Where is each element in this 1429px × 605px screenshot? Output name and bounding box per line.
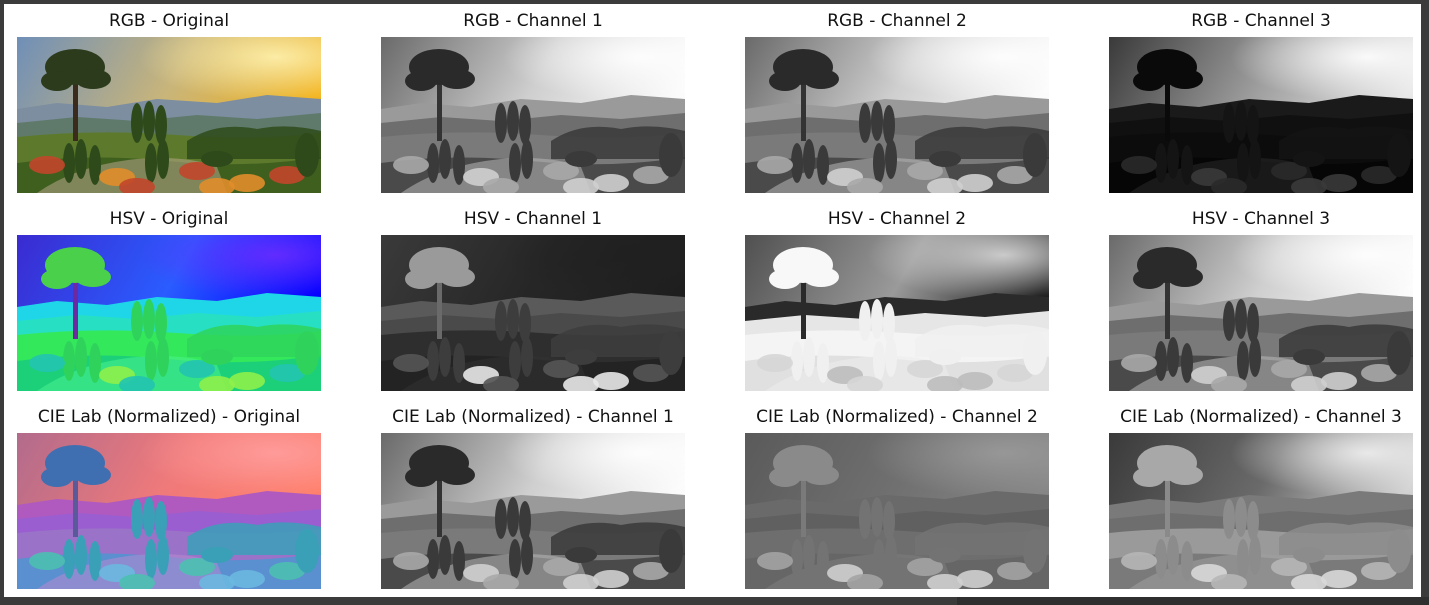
- panel-title: RGB - Original: [108, 11, 230, 31]
- landscape-image: [17, 235, 321, 391]
- panel-title: HSV - Original: [109, 209, 229, 229]
- landscape-image: [745, 235, 1049, 391]
- panel-title: RGB - Channel 2: [827, 11, 967, 31]
- landscape-image: [17, 37, 321, 193]
- landscape-image: [17, 433, 321, 589]
- landscape-image: [1109, 433, 1413, 589]
- panel-title: CIE Lab (Normalized) - Channel 1: [392, 407, 674, 427]
- panel-title: HSV - Channel 3: [1191, 209, 1331, 229]
- panel-title: CIE Lab (Normalized) - Original: [37, 407, 301, 427]
- panel-title: CIE Lab (Normalized) - Channel 3: [1120, 407, 1402, 427]
- panel-title: RGB - Channel 3: [1191, 11, 1331, 31]
- landscape-image: [1109, 235, 1413, 391]
- landscape-image: [381, 37, 685, 193]
- window-edge: [957, 597, 1429, 605]
- landscape-image: [381, 433, 685, 589]
- landscape-image: [745, 37, 1049, 193]
- panel-title: RGB - Channel 1: [463, 11, 603, 31]
- landscape-image: [1109, 37, 1413, 193]
- panel-title: HSV - Channel 2: [827, 209, 967, 229]
- figure-canvas: RGB - Original RGB - Channel 1 RGB - Cha…: [4, 4, 1421, 597]
- panel-title: CIE Lab (Normalized) - Channel 2: [756, 407, 1038, 427]
- landscape-image: [381, 235, 685, 391]
- landscape-image: [745, 433, 1049, 589]
- panel-title: HSV - Channel 1: [463, 209, 603, 229]
